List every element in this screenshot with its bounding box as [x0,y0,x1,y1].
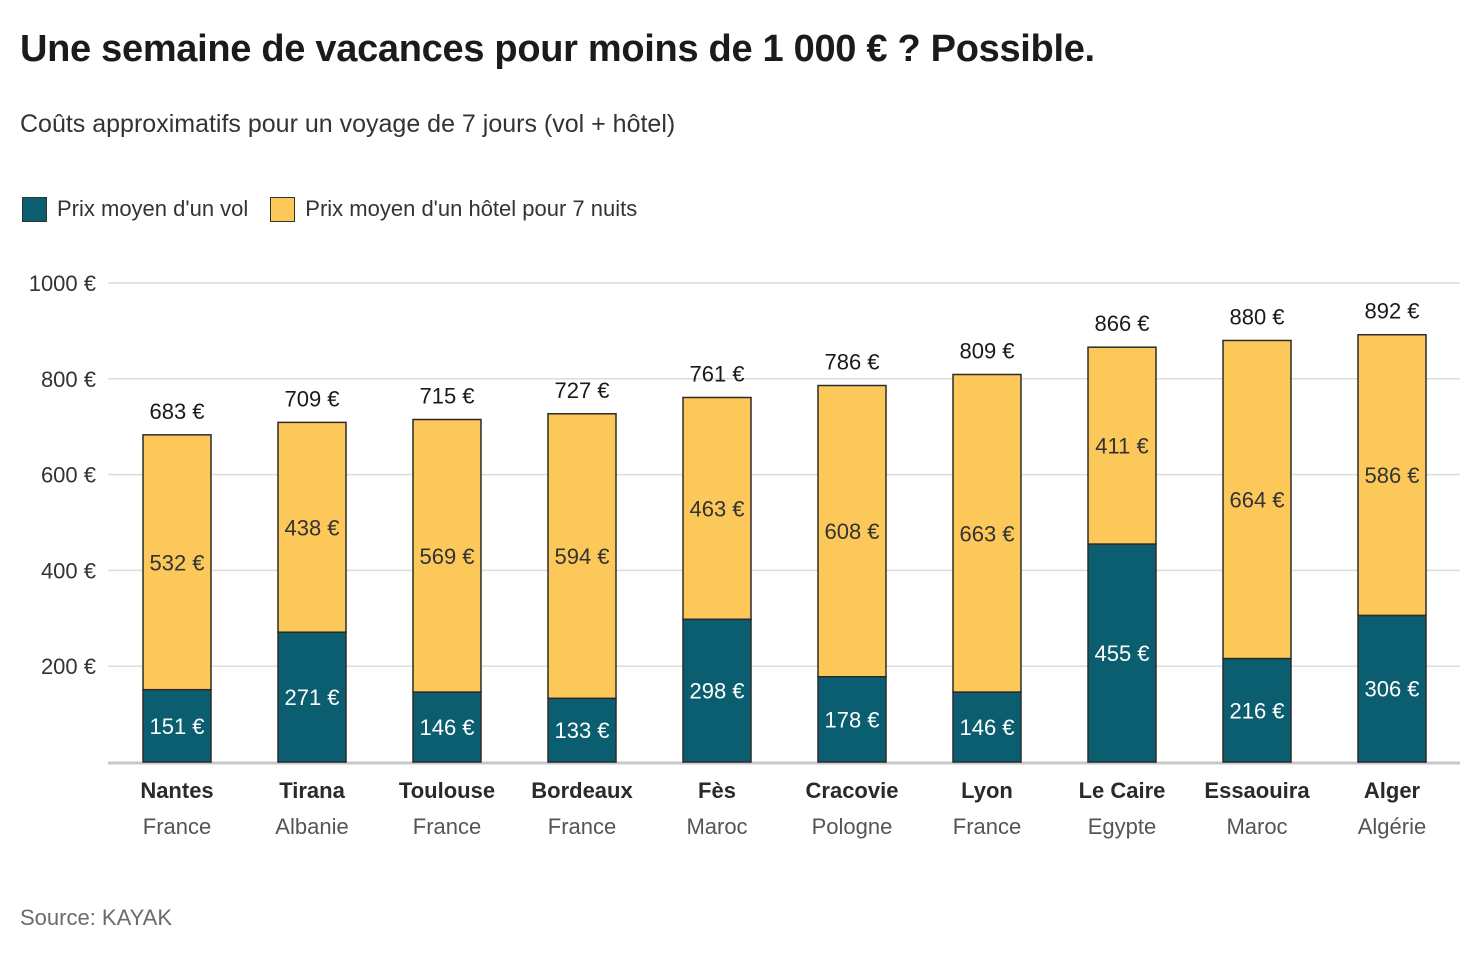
bar-segment-flight [547,697,617,763]
chart-subtitle: Coûts approximatifs pour un voyage de 7 … [20,110,676,138]
data-label-hotel: 586 € [1364,463,1419,488]
bar-segment-flight [817,675,887,763]
data-label-total: 866 € [1094,311,1149,336]
x-tick-label-country: Pologne [812,814,893,839]
x-tick-label-country: Egypte [1088,814,1157,839]
data-label-total: 715 € [419,384,474,409]
x-tick-label-country: France [413,814,481,839]
data-label-total: 683 € [149,399,204,424]
legend-label-flight: Prix moyen d'un vol [57,196,249,221]
data-label-hotel: 594 € [554,544,609,569]
x-tick-label-city: Le Caire [1079,778,1166,803]
bar-segment-hotel [682,396,752,621]
bar-segment-hotel [1357,333,1427,617]
x-tick-label-country: France [953,814,1021,839]
bar-segment-flight [1087,543,1157,763]
source-note: Source: KAYAK [20,905,173,930]
data-label-hotel: 608 € [824,519,879,544]
data-label-total: 761 € [689,361,744,386]
legend-swatch-flight [22,196,47,222]
y-tick-label: 200 € [41,654,96,679]
bar-segment-hotel [952,373,1022,693]
x-tick-label-country: Maroc [1226,814,1287,839]
data-label-flight: 271 € [284,685,339,710]
data-label-total: 892 € [1364,299,1419,324]
bar-segment-flight [682,618,752,763]
data-label-total: 786 € [824,350,879,375]
x-tick-label-city: Essaouira [1204,778,1310,803]
x-tick-label-city: Lyon [961,778,1013,803]
legend: Prix moyen d'un vol Prix moyen d'un hôte… [22,196,659,222]
data-label-flight: 455 € [1094,641,1149,666]
data-label-total: 727 € [554,378,609,403]
bar-segment-hotel [1087,346,1157,545]
x-tick-label-country: France [143,814,211,839]
data-label-flight: 178 € [824,707,879,732]
legend-label-hotel: Prix moyen d'un hôtel pour 7 nuits [305,196,638,221]
data-label-flight: 216 € [1229,698,1284,723]
data-label-total: 809 € [959,338,1014,363]
bar-segment-flight [277,631,347,763]
data-label-total: 880 € [1229,304,1284,329]
x-tick-label-city: Bordeaux [531,778,633,803]
data-label-hotel: 663 € [959,521,1014,546]
y-tick-label: 800 € [41,367,96,392]
y-tick-label: 1000 € [29,271,96,296]
data-label-flight: 146 € [959,715,1014,740]
bar-segment-flight [412,691,482,763]
y-tick-label: 600 € [41,463,96,488]
data-label-hotel: 664 € [1229,488,1284,513]
chart-title: Une semaine de vacances pour moins de 1 … [20,28,1095,70]
x-tick-label-country: Algérie [1358,814,1426,839]
x-tick-label-country: Albanie [275,814,348,839]
y-tick-label: 400 € [41,558,96,583]
bar-segment-flight [1222,657,1292,763]
data-label-total: 709 € [284,386,339,411]
x-tick-label-city: Alger [1364,778,1421,803]
bar-segment-hotel [277,421,347,633]
data-label-hotel: 438 € [284,515,339,540]
bar-segment-hotel [1222,339,1292,660]
x-tick-label-country: Maroc [686,814,747,839]
bar-segment-hotel [547,413,617,700]
data-label-hotel: 532 € [149,550,204,575]
x-tick-label-city: Cracovie [806,778,899,803]
legend-item-flight: Prix moyen d'un vol [22,196,248,222]
data-label-flight: 306 € [1364,677,1419,702]
legend-item-hotel: Prix moyen d'un hôtel pour 7 nuits [270,196,637,222]
bar-segment-flight [952,691,1022,763]
legend-swatch-hotel [270,196,296,222]
x-tick-label-city: Nantes [140,778,213,803]
x-tick-label-city: Fès [698,778,736,803]
stacked-bar-chart: 200 € 400 € 600 € 800 € 1000 € 151 € 532 € 683 … [29,271,1460,839]
x-tick-label-city: Tirana [279,778,345,803]
data-label-flight: 151 € [149,714,204,739]
x-tick-label-country: France [548,814,616,839]
data-label-hotel: 463 € [689,496,744,521]
data-label-flight: 298 € [689,679,744,704]
data-label-flight: 133 € [554,718,609,743]
x-tick-label-city: Toulouse [399,778,495,803]
bar-segment-flight [1357,614,1427,763]
data-label-hotel: 569 € [419,544,474,569]
data-label-flight: 146 € [419,715,474,740]
data-label-hotel: 411 € [1095,434,1148,459]
bar-segment-hotel [817,384,887,678]
bar-segment-hotel [412,418,482,693]
bar-segment-hotel [142,434,212,691]
